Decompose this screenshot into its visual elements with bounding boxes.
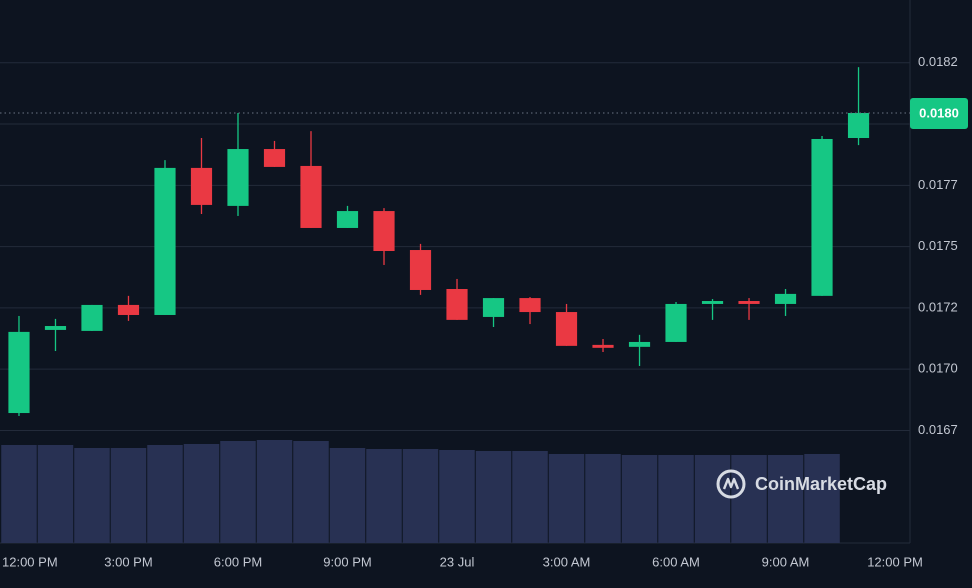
axis-layer: 0.0182 0.0180 0.0177 0.0175 0.0172 0.0170 0.01… (2, 54, 968, 569)
volume-bar (74, 448, 110, 543)
candle-body (44, 326, 67, 330)
candle-body (409, 250, 432, 290)
candle-body (701, 301, 724, 304)
volume-bar (621, 455, 658, 543)
candle-layer (0, 67, 910, 416)
x-tick-label: 6:00 AM (652, 554, 700, 569)
volume-bar (548, 454, 585, 543)
candle-body (555, 312, 578, 346)
volume-bar (804, 454, 840, 543)
candle-body (227, 149, 249, 206)
x-tick-label: 3:00 AM (543, 554, 591, 569)
volume-bar (147, 445, 183, 543)
last-price-label: 0.0180 (919, 105, 959, 120)
x-tick-label: 23 Jul (440, 554, 475, 569)
candle-body (811, 138, 833, 296)
candle-body (373, 211, 395, 252)
watermark: CoinMarketCap (716, 469, 887, 499)
grid-layer (0, 62, 910, 431)
y-tick-label: 0.0167 (918, 422, 958, 437)
x-tick-label: 3:00 PM (104, 554, 152, 569)
candle-body (8, 331, 30, 414)
y-tick-label: 0.0170 (918, 361, 958, 376)
candle-body (263, 149, 286, 167)
volume-bar (37, 445, 74, 543)
x-tick-label: 12:00 PM (2, 554, 58, 569)
candle-body (628, 341, 651, 347)
candle-body (847, 113, 870, 139)
candle-body (774, 293, 797, 304)
y-tick-label: 0.0177 (918, 177, 958, 192)
candle-body (665, 303, 687, 342)
candle-body (190, 167, 213, 205)
candle-body (336, 211, 359, 228)
candle-body (738, 301, 760, 304)
candle-body (154, 167, 176, 315)
candle-body (519, 298, 541, 313)
candle-body (446, 289, 468, 320)
y-tick-label: 0.0182 (918, 54, 958, 69)
y-tick-label: 0.0172 (918, 299, 958, 314)
candle-body (592, 344, 614, 348)
volume-bar (694, 455, 731, 543)
candle-body (117, 304, 140, 315)
volume-bar (329, 448, 366, 543)
last-price-badge (910, 98, 968, 130)
watermark-text: CoinMarketCap (755, 474, 887, 494)
volume-bar (256, 440, 293, 543)
x-tick-label: 9:00 PM (323, 554, 371, 569)
volume-bar (366, 449, 402, 543)
volume-bar (220, 441, 256, 543)
volume-bar (767, 455, 804, 543)
x-tick-label: 9:00 AM (762, 554, 810, 569)
volume-bar (475, 451, 512, 543)
volume-bar (585, 454, 621, 543)
volume-bar (512, 451, 548, 543)
candle-body (482, 298, 505, 317)
candle-body (81, 304, 103, 331)
y-tick-label: 0.0175 (918, 238, 958, 253)
x-tick-label: 12:00 PM (867, 554, 923, 569)
volume-bar (293, 441, 329, 543)
volume-bar (731, 455, 767, 543)
volume-bar (110, 448, 147, 543)
volume-bar (658, 455, 694, 543)
x-tick-label: 6:00 PM (214, 554, 262, 569)
watermark-logo-mark (722, 477, 740, 490)
volume-bar (1, 445, 37, 543)
volume-bar (402, 449, 439, 543)
volume-bar (183, 444, 220, 543)
watermark-logo (716, 469, 746, 499)
volume-bar (439, 450, 475, 543)
candle-body (300, 165, 322, 228)
volume-layer (1, 440, 840, 543)
